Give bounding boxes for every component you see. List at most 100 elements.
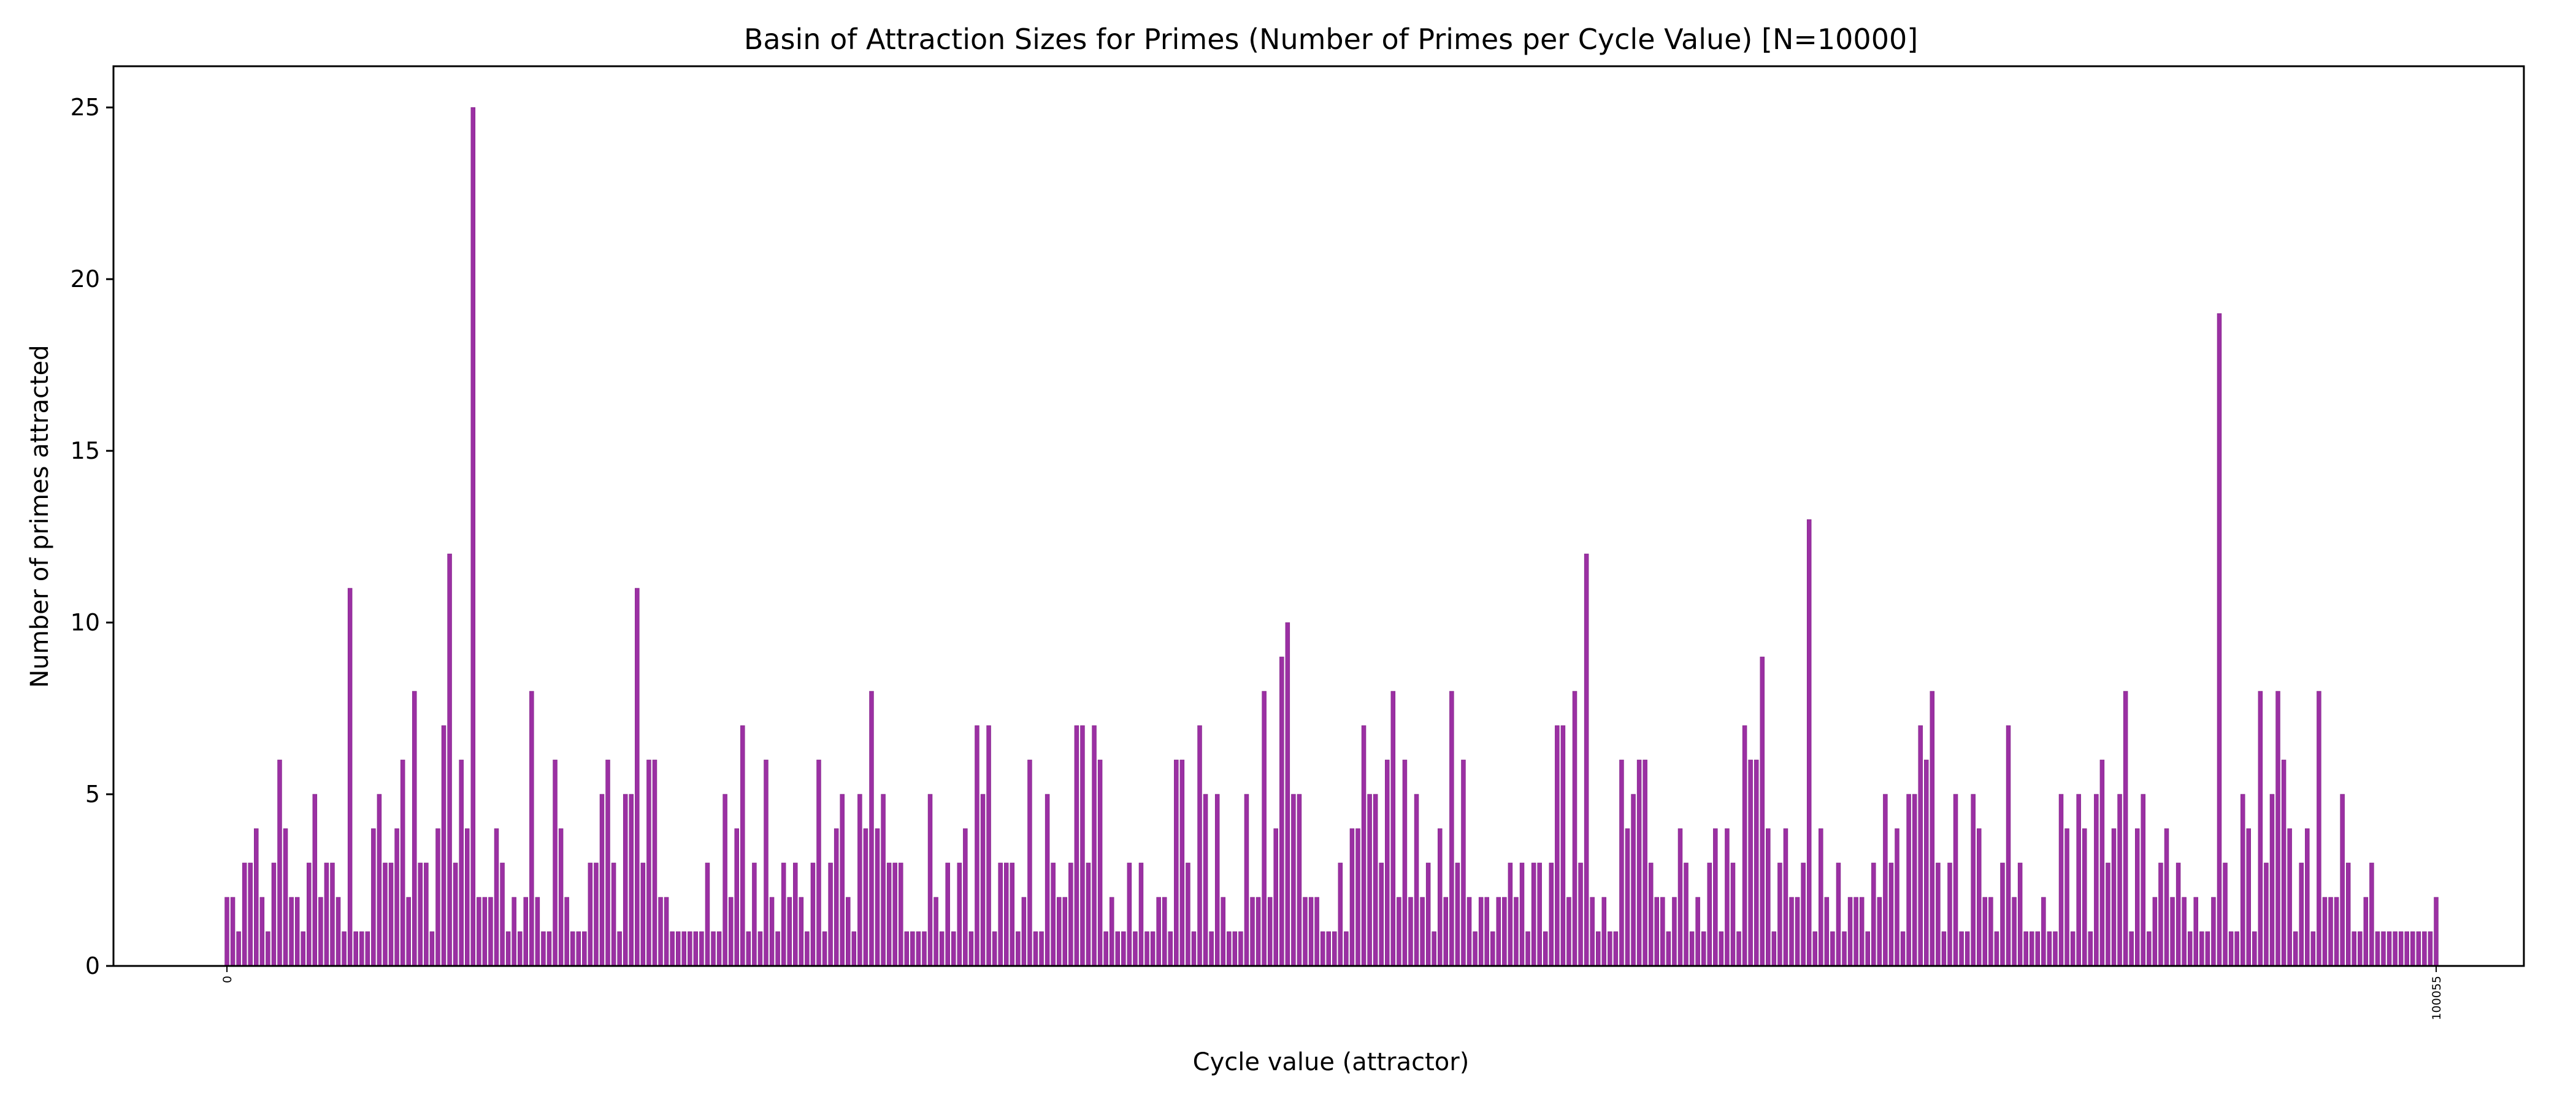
bar [951,931,956,967]
bar [2345,862,2351,967]
bar [1443,897,1449,967]
bar [429,931,435,967]
bar [500,862,505,967]
y-tick-label: 15 [71,437,100,464]
bar [922,931,927,967]
bar [2094,794,2099,967]
bar [1109,897,1114,967]
bar [1461,759,1466,967]
bar [1168,931,1173,967]
bar [2058,794,2064,967]
bar [318,897,323,967]
bar [963,828,968,967]
bar [775,931,780,967]
bar [1789,897,1794,967]
bar [892,862,897,967]
bar [1783,828,1788,967]
bar [623,794,628,967]
bar [277,759,282,967]
bar [2147,931,2152,967]
bar [1385,759,1390,967]
bar [1842,931,1847,967]
bar [1502,897,1507,967]
bar [2328,897,2333,967]
bar [2317,691,2321,967]
bar [1191,931,1197,967]
bar [2082,828,2087,967]
bar [640,862,646,967]
bar [857,794,862,967]
bar [1033,931,1038,967]
y-tick-label: 20 [71,266,100,293]
bar [646,759,651,967]
bar [810,862,816,967]
bar [1367,794,1372,967]
bar [1062,897,1068,967]
bar [1877,897,1882,967]
bar [1449,691,1454,967]
bar [1871,862,1876,967]
bar [1625,828,1630,967]
bar [307,862,312,967]
bar [1695,897,1700,967]
bar [1859,897,1865,967]
bar [2375,931,2380,967]
bar [359,931,364,967]
bar [464,828,470,967]
bar [635,588,640,967]
bar [546,931,552,967]
bar [1209,931,1214,967]
bar [2152,897,2158,967]
bar [1918,725,1923,967]
bar [1133,931,1138,967]
bar [1086,862,1091,967]
bar [2088,931,2093,967]
bar [1537,862,1542,967]
bar [699,931,704,967]
bar [2381,931,2386,967]
bar [863,828,868,967]
bar [799,897,804,967]
bar [1425,862,1431,967]
plot-frame [112,65,2525,967]
bar [2340,794,2345,967]
bar [1255,897,1261,967]
bar [594,862,599,967]
bar [2134,828,2140,967]
bar [1438,828,1443,967]
bar [688,931,692,967]
bar [1021,897,1027,967]
bar [1027,759,1032,967]
bar [1801,862,1806,967]
bar [1162,897,1167,967]
bar [1572,691,1577,967]
bar [1519,862,1525,967]
bar [2386,931,2392,967]
bar [2434,897,2439,967]
bar [353,931,358,967]
bar [652,759,657,967]
bar [605,759,610,967]
y-tick-label: 5 [85,781,100,808]
bar [1291,794,1296,967]
bar [2199,931,2204,967]
bar [2404,931,2409,967]
bar [324,862,329,967]
bar [535,897,540,967]
bar [1238,931,1243,967]
bar [1608,931,1612,967]
bar [1478,897,1484,967]
bar [1250,897,1255,967]
bar [764,759,769,967]
bar [681,931,686,967]
bar [617,931,622,967]
bar [629,794,634,967]
bar [1847,897,1853,967]
bar [512,897,516,967]
y-tick-label: 0 [85,952,100,979]
bar [1174,759,1179,967]
bar [1566,897,1571,967]
bar [1097,759,1103,967]
bar [1279,656,1284,967]
bar [1895,828,1899,967]
